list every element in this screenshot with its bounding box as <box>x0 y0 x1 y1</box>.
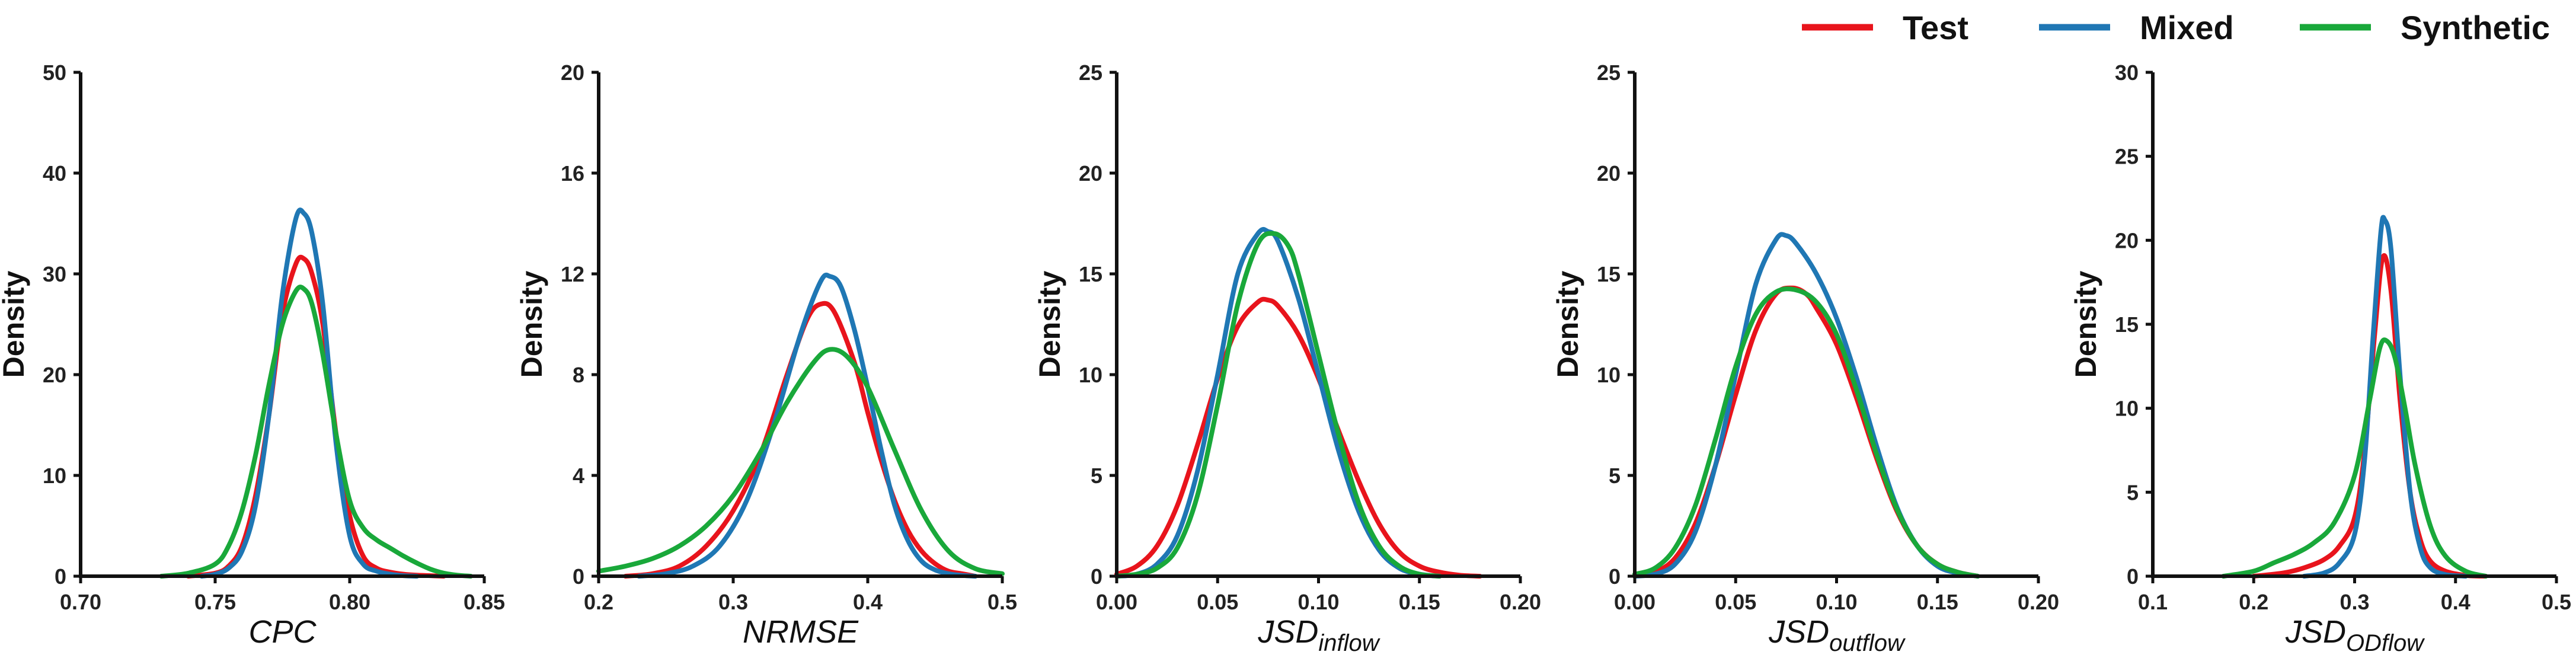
density-curve-synthetic <box>1114 231 1442 579</box>
chart-panel-3: 0 5 10 15 20 25 0.00 0.05 0.10 0.15 0.20 Density JSD… <box>1033 60 1541 656</box>
x-tick-label: 0.5 <box>2542 590 2571 614</box>
x-tick-label: 0.15 <box>1399 590 1440 614</box>
chart-panel-1: 0 10 20 30 40 50 0.70 0.75 0.80 0.85 Density CPC <box>0 60 505 650</box>
x-tick-label: 0.70 <box>60 590 101 614</box>
y-tick-label: 10 <box>43 464 66 488</box>
y-tick-label: 15 <box>2115 312 2139 337</box>
x-tick-label: 0.10 <box>1297 590 1339 614</box>
x-tick-label: 0.75 <box>194 590 236 614</box>
y-axis-label: Density <box>2069 271 2102 378</box>
x-axis-label: JSDinflow <box>1257 614 1380 656</box>
y-tick-label: 10 <box>1597 363 1621 387</box>
x-axis-label-subscript: inflow <box>1318 630 1380 656</box>
y-tick-label: 25 <box>1079 60 1102 85</box>
x-tick-label: 0.4 <box>853 590 883 614</box>
y-axis-label: Density <box>1033 271 1066 378</box>
y-tick-label: 12 <box>561 262 584 286</box>
x-tick-label: 0.2 <box>2239 590 2268 614</box>
x-axis-label: CPC <box>248 614 317 650</box>
legend-label: Synthetic <box>2401 9 2550 46</box>
x-tick-label: 0.00 <box>1096 590 1137 614</box>
x-axis-label-subscript: outflow <box>1829 630 1906 656</box>
y-tick-label: 15 <box>1597 262 1621 286</box>
x-axis-label-main: JSD <box>1257 614 1318 650</box>
y-tick-label: 0 <box>573 564 584 589</box>
y-tick-label: 25 <box>2115 145 2139 169</box>
density-curve-mixed <box>637 272 978 579</box>
legend-item-mixed: Mixed <box>2039 9 2234 46</box>
density-curve-test <box>623 301 978 579</box>
y-tick-label: 0 <box>2127 564 2139 589</box>
chart-panel-4: 0 5 10 15 20 25 0.00 0.05 0.10 0.15 0.20 Density JSD… <box>1551 60 2059 656</box>
legend-label: Mixed <box>2140 9 2234 46</box>
y-tick-label: 8 <box>573 363 584 387</box>
x-axis-label: JSDODflow <box>2285 614 2425 656</box>
y-tick-label: 20 <box>561 60 584 85</box>
x-tick-label: 0.1 <box>2138 590 2168 614</box>
y-tick-label: 15 <box>1079 262 1102 286</box>
x-tick-label: 0.15 <box>1917 590 1958 614</box>
density-curve-synthetic <box>2221 337 2488 579</box>
y-tick-label: 0 <box>55 564 66 589</box>
x-tick-label: 0.2 <box>584 590 613 614</box>
x-tick-label: 0.85 <box>464 590 505 614</box>
y-axis-label: Density <box>1551 271 1584 378</box>
x-tick-label: 0.05 <box>1715 590 1756 614</box>
chart-panel-2: 0 4 8 12 16 20 0.2 0.3 0.4 0.5 Density NRMSE <box>515 60 1017 650</box>
legend-label: Test <box>1903 9 1968 46</box>
y-tick-label: 25 <box>1597 60 1621 85</box>
x-axis-label: JSDoutflow <box>1768 614 1906 656</box>
y-tick-label: 10 <box>2115 397 2139 421</box>
legend: Test Mixed Synthetic <box>1802 9 2550 46</box>
y-tick-label: 10 <box>1079 363 1102 387</box>
x-tick-label: 0.05 <box>1197 590 1238 614</box>
y-tick-label: 4 <box>573 464 584 488</box>
legend-item-synthetic: Synthetic <box>2300 9 2550 46</box>
y-tick-label: 5 <box>1091 464 1102 488</box>
y-tick-label: 30 <box>2115 60 2139 85</box>
x-axis-label: NRMSE <box>743 614 859 650</box>
y-axis-label: Density <box>515 271 548 378</box>
density-curve-synthetic <box>1632 286 1980 579</box>
x-tick-label: 0.00 <box>1614 590 1655 614</box>
chart-panel-5: 0 5 10 15 20 25 30 0.1 0.2 0.3 0.4 0.5 Density JSDODf… <box>2069 60 2571 656</box>
x-tick-label: 0.3 <box>2340 590 2369 614</box>
legend-item-test: Test <box>1802 9 1968 46</box>
y-tick-label: 5 <box>2127 480 2139 504</box>
density-curve-mixed <box>199 207 420 579</box>
x-tick-label: 0.20 <box>2018 590 2059 614</box>
x-axis-label-main: CPC <box>248 614 317 650</box>
y-tick-label: 50 <box>43 60 66 85</box>
density-curve-synthetic <box>596 347 1005 576</box>
y-tick-label: 20 <box>1597 161 1621 186</box>
y-tick-label: 16 <box>561 161 584 186</box>
density-curve-test <box>2251 253 2488 579</box>
y-tick-label: 20 <box>1079 161 1102 186</box>
density-curve-mixed <box>2302 215 2468 579</box>
x-axis-label-main: JSD <box>1768 614 1829 650</box>
x-axis-label-main: JSD <box>2285 614 2346 650</box>
x-tick-label: 0.80 <box>329 590 370 614</box>
y-tick-label: 5 <box>1609 464 1621 488</box>
x-axis-label-subscript: ODflow <box>2346 630 2425 656</box>
x-tick-label: 0.5 <box>987 590 1017 614</box>
y-tick-label: 20 <box>43 363 66 387</box>
y-axis-label: Density <box>0 271 30 378</box>
y-tick-label: 30 <box>43 262 66 286</box>
x-tick-label: 0.3 <box>718 590 748 614</box>
x-axis-label-main: NRMSE <box>743 614 859 650</box>
density-curve-test <box>1114 296 1482 579</box>
x-tick-label: 0.10 <box>1816 590 1857 614</box>
x-tick-label: 0.4 <box>2441 590 2470 614</box>
y-tick-label: 20 <box>2115 228 2139 253</box>
density-curve-synthetic <box>159 285 474 579</box>
x-tick-label: 0.20 <box>1500 590 1541 614</box>
y-tick-label: 0 <box>1609 564 1621 589</box>
y-tick-label: 0 <box>1091 564 1102 589</box>
density-curve-test <box>186 254 446 579</box>
y-tick-label: 40 <box>43 161 66 186</box>
density-curve-mixed <box>1114 226 1442 579</box>
